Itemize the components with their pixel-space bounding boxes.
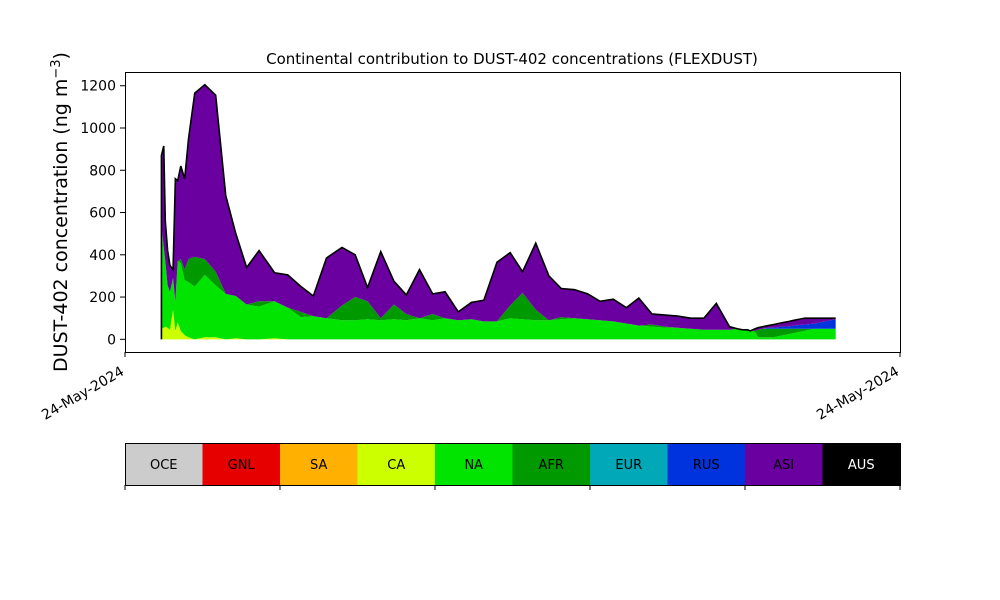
plot-frame (125, 72, 901, 353)
legend-swatch-rus (667, 443, 746, 485)
legend-swatch-aus (822, 443, 901, 485)
area-na (161, 225, 836, 340)
legend-label-gnl: GNL (228, 458, 256, 473)
y-tick-label: 200 (89, 290, 116, 306)
y-tick-label: 0 (107, 332, 116, 348)
y-tick-label: 1000 (80, 121, 116, 137)
legend-swatch-afr (512, 443, 591, 485)
total-outline (160, 83, 836, 340)
legend-swatch-gnl (202, 443, 281, 485)
area-asi (161, 84, 836, 331)
legend-label-asi: ASI (773, 458, 794, 473)
y-axis-label-exponent: −3 (49, 59, 64, 78)
chart-area-layers (161, 84, 836, 340)
legend-label-oce: OCE (150, 458, 178, 473)
legend-label-rus: RUS (693, 458, 720, 473)
legend-label-eur: EUR (615, 458, 642, 473)
legend-swatch-eur (590, 443, 668, 485)
y-tick-label: 800 (89, 163, 116, 179)
y-axis-label-close: ) (50, 52, 72, 59)
color-legend: OCE GNL SA CA NA AFR EUR RUS ASI AUS (124, 443, 901, 490)
legend-swatch-asi (745, 443, 823, 485)
legend-label-afr: AFR (539, 458, 564, 473)
legend-swatch-sa (280, 443, 358, 485)
x-tick-label: 24-May-2024 (814, 364, 902, 424)
y-tick-label: 600 (89, 206, 116, 222)
legend-label-na: NA (464, 458, 483, 473)
legend-label-aus: AUS (848, 458, 875, 473)
legend-frame (125, 443, 901, 486)
y-tick-label: 1200 (80, 79, 116, 95)
x-axis: 24-May-2024 24-May-2024 (39, 352, 902, 424)
legend-swatch-ca (357, 443, 436, 485)
y-axis-label-main: DUST-402 concentration (ng m (50, 79, 72, 372)
legend-swatch-na (435, 443, 513, 485)
legend-label-sa: SA (310, 458, 327, 473)
y-axis-label: DUST-402 concentration (ng m−3) (49, 52, 73, 372)
legend-label-ca: CA (387, 458, 405, 473)
legend-swatch-oce (125, 443, 203, 485)
chart-title: Continental contribution to DUST-402 con… (266, 50, 758, 68)
y-tick-label: 400 (89, 248, 116, 264)
y-axis: 0 200 400 600 800 1000 1200 (80, 79, 125, 348)
